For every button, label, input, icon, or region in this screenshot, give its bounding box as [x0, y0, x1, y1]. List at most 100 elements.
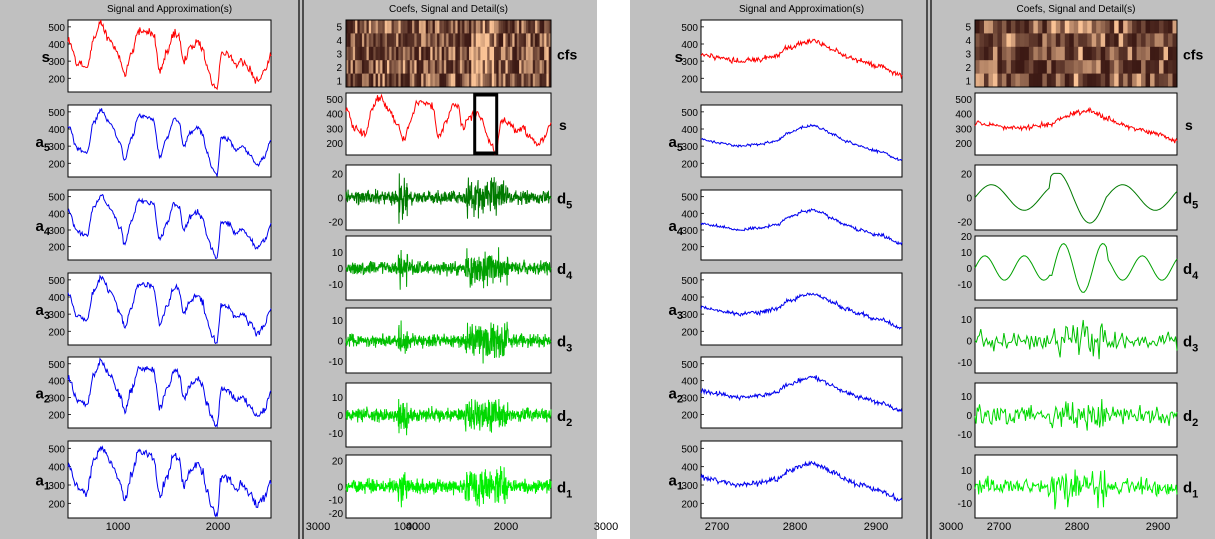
cfs-cell: [453, 33, 456, 48]
cfs-cell: [1114, 60, 1119, 74]
cfs-cell: [466, 33, 470, 48]
cfs-cell: [1109, 46, 1115, 61]
cfs-cell: [402, 60, 406, 74]
cfs-cell: [1001, 73, 1007, 88]
cfs-cell: [546, 60, 550, 74]
cfs-cell: [1132, 46, 1137, 61]
cfs-cell: [368, 60, 372, 74]
cfs-cell: [478, 33, 481, 48]
cfs-cell: [402, 20, 406, 34]
cfs-cell: [428, 60, 431, 74]
y-tick-label: 500: [681, 360, 698, 371]
cfs-cell: [1055, 33, 1061, 48]
cfs-cell: [997, 20, 1003, 34]
cfs-cell: [1010, 73, 1016, 88]
cfs-cell: [491, 46, 495, 61]
y-tick-label: 300: [681, 226, 698, 237]
cfs-cell: [537, 20, 540, 34]
cfs-cell: [443, 33, 447, 48]
y-tick-label: 0: [337, 337, 343, 348]
cfs-cell: [402, 33, 406, 48]
cfs-cell: [389, 33, 392, 48]
y-tick-label: 500: [48, 108, 65, 119]
axes-box: [974, 92, 1178, 156]
axes-box: [700, 272, 903, 346]
cfs-cell: [484, 20, 488, 34]
y-tick-label: 300: [48, 57, 65, 68]
cfs-cell: [988, 73, 994, 88]
cfs-cell: [1069, 20, 1075, 34]
cfs-cell: [459, 20, 463, 34]
cfs-cell: [484, 46, 488, 61]
cfs-cell: [1145, 20, 1151, 34]
cfs-cell: [371, 20, 374, 34]
cfs-cell: [487, 46, 490, 61]
cfs-cell: [1168, 73, 1173, 88]
cfs-cell: [471, 46, 474, 61]
y-tick-label: 10: [961, 466, 973, 477]
cfs-cell: [1060, 46, 1066, 61]
cfs-cell: [1145, 46, 1151, 61]
cfs-cell: [523, 46, 527, 61]
cfs-cell: [505, 33, 509, 48]
y-tick-label: 0: [337, 483, 343, 494]
cfs-cell: [400, 46, 404, 61]
cfs-cell: [539, 33, 543, 48]
cfs-cell: [391, 60, 395, 74]
cfs-cell: [480, 33, 483, 48]
cfs-cell: [459, 33, 463, 48]
axes-box: [700, 189, 903, 261]
cfs-cell: [1042, 46, 1048, 61]
cfs-cell: [537, 33, 540, 48]
cfs-cell: [1042, 73, 1048, 88]
cfs-cell: [544, 20, 547, 34]
cfs-cell: [1037, 46, 1043, 61]
y-tick-label: 300: [681, 394, 698, 405]
cfs-cell: [1028, 60, 1034, 74]
cfs-cell: [384, 20, 388, 34]
cfs-cell: [478, 73, 481, 88]
cfs-cell: [489, 60, 493, 74]
axes-box: [67, 104, 272, 178]
y-tick-label: 10: [961, 392, 973, 403]
cfs-cell: [1105, 60, 1110, 74]
x-tick-label: 2700: [705, 521, 729, 533]
cfs-cell: [430, 33, 433, 48]
cfs-cell: [1118, 73, 1124, 88]
cfs-cell: [453, 20, 456, 34]
cfs-cell: [368, 20, 372, 34]
cfs-cell: [443, 60, 447, 74]
cfs-cell: [478, 20, 481, 34]
cfs-cell: [1118, 20, 1124, 34]
cfs-cell: [1127, 33, 1133, 48]
y-tick-label: 500: [48, 444, 65, 455]
cfs-cell: [414, 46, 417, 61]
cfs-cell: [530, 60, 534, 74]
cfs-cell: [979, 46, 985, 61]
cfs-cell: [432, 20, 436, 34]
y-tick-label: 500: [48, 276, 65, 287]
cfs-cell: [455, 20, 458, 34]
y-tick-label: 400: [48, 40, 65, 51]
cfs-cell: [446, 20, 449, 34]
cfs-cell: [409, 73, 413, 88]
y-tick-label: 400: [681, 377, 698, 388]
cfs-cell: [1096, 33, 1101, 48]
cfs-cell: [500, 60, 504, 74]
cfs-cell: [421, 73, 424, 88]
cfs-cell: [496, 20, 499, 34]
cfs-cell: [525, 46, 529, 61]
cfs-cell: [541, 46, 545, 61]
cfs-cell: [414, 20, 417, 34]
y-tick-label: 0: [966, 337, 972, 348]
cfs-cell: [992, 33, 998, 48]
cfs-cell: [507, 46, 511, 61]
detail-line-d3: [345, 320, 552, 364]
y-tick-label: 200: [681, 159, 698, 170]
y-tick-label: -20: [329, 218, 344, 229]
cfs-cell: [530, 46, 534, 61]
cfs-cell: [1168, 46, 1173, 61]
